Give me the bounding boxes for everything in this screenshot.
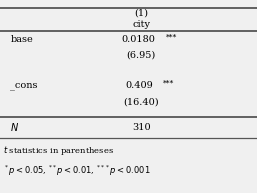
Text: ***: *** xyxy=(166,34,177,42)
Text: $N$: $N$ xyxy=(10,121,19,133)
Text: 0.0180: 0.0180 xyxy=(122,35,156,44)
Text: city: city xyxy=(132,20,150,29)
Text: _cons: _cons xyxy=(10,81,38,90)
Text: 0.409: 0.409 xyxy=(125,81,153,90)
Text: ***: *** xyxy=(163,80,174,88)
Text: 310: 310 xyxy=(132,123,151,132)
Text: (6.95): (6.95) xyxy=(127,51,156,59)
Text: (1): (1) xyxy=(134,9,148,18)
Text: $^*p < 0.05$, $^{**}p < 0.01$, $^{***}p < 0.001$: $^*p < 0.05$, $^{**}p < 0.01$, $^{***}p … xyxy=(3,164,150,178)
Text: base: base xyxy=(10,35,33,44)
Text: $t$ statistics in parentheses: $t$ statistics in parentheses xyxy=(3,144,114,157)
Text: (16.40): (16.40) xyxy=(124,98,159,107)
